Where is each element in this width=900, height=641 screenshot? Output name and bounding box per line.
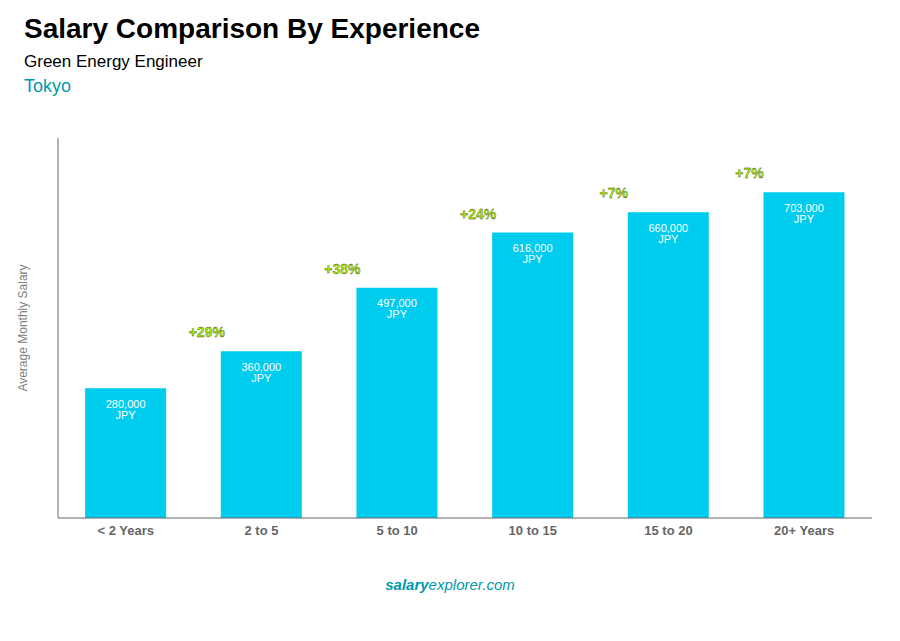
- svg-text:+24%: +24%: [460, 206, 497, 222]
- svg-text:15 to 20: 15 to 20: [644, 523, 692, 538]
- svg-text:10 to 15: 10 to 15: [509, 523, 557, 538]
- svg-text:+29%: +29%: [189, 324, 226, 340]
- svg-text:616,000JPY: 616,000JPY: [513, 242, 553, 265]
- svg-text:20+ Years: 20+ Years: [774, 523, 834, 538]
- svg-text:Average Monthly Salary: Average Monthly Salary: [16, 264, 30, 391]
- svg-text:280,000JPY: 280,000JPY: [106, 398, 146, 421]
- svg-text:660,000JPY: 660,000JPY: [648, 222, 688, 245]
- html-text:Green Energy Engineer: Green Energy Engineer: [24, 52, 203, 71]
- svg-text:2 to 5: 2 to 5: [245, 523, 279, 538]
- svg-text:360,000JPY: 360,000JPY: [241, 361, 281, 384]
- svg-text:< 2 Years: < 2 Years: [98, 523, 155, 538]
- svg-text:5 to 10: 5 to 10: [377, 523, 418, 538]
- svg-text:497,000JPY: 497,000JPY: [377, 297, 417, 320]
- html-text:salary explorer.com: salary explorer.com: [385, 576, 515, 593]
- html-text:Salary Comparison By Experienc: Salary Comparison By Experience: [24, 13, 480, 44]
- svg-text:703,000JPY: 703,000JPY: [784, 202, 824, 225]
- svg-text:+7%: +7%: [600, 185, 629, 201]
- html-text:Tokyo: Tokyo: [24, 76, 71, 96]
- svg-text:+38%: +38%: [324, 261, 361, 277]
- svg-text:+7%: +7%: [735, 165, 764, 181]
